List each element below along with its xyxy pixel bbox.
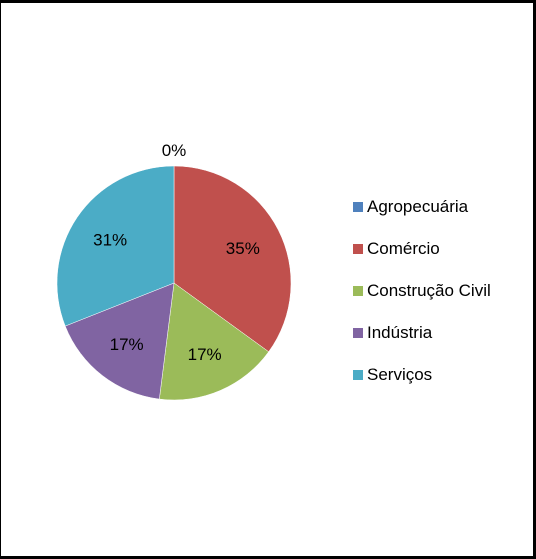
- data-label-servicos: 31%: [93, 231, 127, 250]
- legend-swatch-servicos: [353, 370, 363, 380]
- frame-bottom-border: [0, 556, 536, 559]
- legend-label-comercio: Comércio: [367, 239, 440, 258]
- legend-item-comercio: Comércio: [353, 228, 491, 270]
- pie-slice-comercio: [173, 165, 292, 353]
- legend-label-construcao-civil: Construção Civil: [367, 281, 491, 300]
- data-label-comercio: 35%: [226, 239, 260, 258]
- legend-item-agropecuaria: Agropecuária: [353, 186, 491, 228]
- legend-swatch-comercio: [353, 244, 363, 254]
- data-label-construcao-civil: 17%: [188, 345, 222, 364]
- legend-item-servicos: Serviços: [353, 354, 491, 396]
- legend-swatch-industria: [353, 328, 363, 338]
- legend-item-industria: Indústria: [353, 312, 491, 354]
- legend-swatch-construcao-civil: [353, 286, 363, 296]
- pie-slice-servicos: [56, 165, 175, 327]
- legend-label-agropecuaria: Agropecuária: [367, 197, 469, 216]
- pie-slice-construcao-civil: [159, 282, 270, 401]
- legend-label-servicos: Serviços: [367, 365, 433, 384]
- frame-right-border: [533, 0, 536, 559]
- chart-legend: Agropecuária Comércio Construção Civil Indú…: [353, 186, 491, 396]
- legend-label-industria: Indústria: [367, 323, 433, 342]
- data-label-agropecuaria: 0%: [162, 141, 187, 160]
- frame-top-border: [0, 0, 536, 3]
- pie-slice-industria: [64, 282, 175, 400]
- legend-swatch-agropecuaria: [353, 202, 363, 212]
- legend-item-construcao-civil: Construção Civil: [353, 270, 491, 312]
- data-label-industria: 17%: [110, 335, 144, 354]
